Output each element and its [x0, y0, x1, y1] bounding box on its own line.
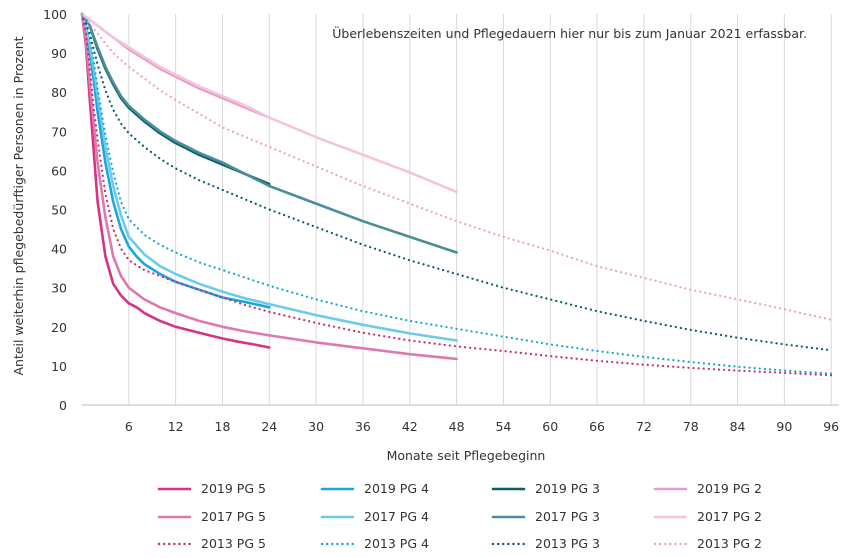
x-tick-label-48: 48	[449, 419, 465, 434]
x-tick-label-18: 18	[215, 419, 231, 434]
y-tick-label-60: 60	[51, 163, 67, 178]
legend-label-2017-pg-3: 2017 PG 3	[535, 509, 600, 524]
legend-label-2013-pg-3: 2013 PG 3	[535, 536, 600, 551]
legend-label-2019-pg-5: 2019 PG 5	[201, 481, 266, 496]
x-tick-label-72: 72	[636, 419, 652, 434]
series-line-2013-pg-5	[80, 12, 833, 377]
series-line-2017-pg-3	[80, 12, 458, 254]
series-line-2019-pg-5	[80, 12, 271, 349]
y-tick-label-10: 10	[51, 359, 67, 374]
legend-label-2017-pg-5: 2017 PG 5	[201, 509, 266, 524]
legend-label-2013-pg-2: 2013 PG 2	[697, 536, 762, 551]
x-tick-label-12: 12	[168, 419, 184, 434]
series-line-2017-pg-2	[80, 12, 458, 194]
series-line-2013-pg-2	[80, 12, 833, 321]
x-tick-label-96: 96	[823, 419, 839, 434]
legend-label-2019-pg-3: 2019 PG 3	[535, 481, 600, 496]
grid-lines	[128, 14, 832, 405]
y-tick-labels: 0 10 20 30 40 50 60 70 80 90 100	[43, 7, 67, 413]
y-tick-label-90: 90	[51, 46, 67, 61]
series-line-2013-pg-3	[80, 12, 833, 352]
y-tick-label-40: 40	[51, 242, 67, 257]
y-tick-label-50: 50	[51, 203, 67, 218]
series-line-2013-pg-4	[80, 12, 833, 375]
y-tick-label-100: 100	[43, 7, 67, 22]
x-tick-label-60: 60	[542, 419, 558, 434]
y-tick-label-30: 30	[51, 281, 67, 296]
y-tick-label-20: 20	[51, 320, 67, 335]
x-tick-label-30: 30	[308, 419, 324, 434]
x-tick-label-78: 78	[683, 419, 699, 434]
legend: 2019 PG 5 2019 PG 4 2019 PG 3 2019 PG 2 2017…	[157, 481, 762, 551]
x-tick-labels: 6 12 18 24 30 36 42 48 54 60 66 72 78 84 90 96	[125, 419, 839, 434]
x-tick-label-36: 36	[355, 419, 371, 434]
x-tick-label-42: 42	[402, 419, 418, 434]
legend-label-2017-pg-2: 2017 PG 2	[697, 509, 762, 524]
legend-label-2017-pg-4: 2017 PG 4	[364, 509, 429, 524]
x-tick-label-54: 54	[495, 419, 511, 434]
x-tick-label-6: 6	[125, 419, 133, 434]
x-tick-label-84: 84	[730, 419, 746, 434]
legend-label-2019-pg-2: 2019 PG 2	[697, 481, 762, 496]
series-line-2017-pg-5	[80, 12, 458, 361]
x-tick-label-24: 24	[261, 419, 277, 434]
legend-label-2019-pg-4: 2019 PG 4	[364, 481, 429, 496]
y-axis-title: Anteil weiterhin pflegebedürftiger Perso…	[11, 36, 26, 375]
x-tick-label-66: 66	[589, 419, 605, 434]
x-axis-title: Monate seit Pflegebeginn	[387, 448, 546, 463]
x-tick-label-90: 90	[776, 419, 792, 434]
y-tick-label-0: 0	[59, 398, 67, 413]
series-lines	[80, 12, 833, 377]
series-line-2017-pg-4	[80, 12, 458, 342]
legend-label-2013-pg-5: 2013 PG 5	[201, 536, 266, 551]
y-tick-label-70: 70	[51, 124, 67, 139]
chart-annotation: Überlebenszeiten und Pflegedauern hier n…	[332, 25, 807, 41]
y-tick-label-80: 80	[51, 85, 67, 100]
legend-label-2013-pg-4: 2013 PG 4	[364, 536, 429, 551]
